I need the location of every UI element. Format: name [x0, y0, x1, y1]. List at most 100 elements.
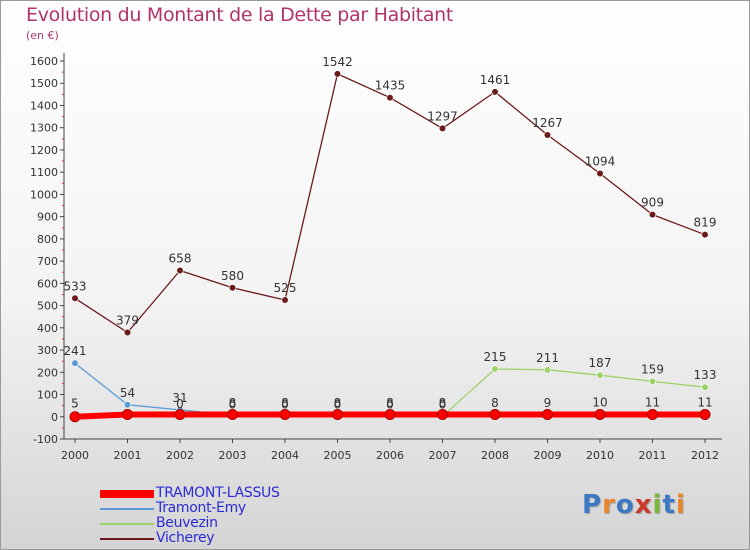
- data-point: [71, 294, 79, 302]
- proxiti-logo: Proxiti: [582, 490, 686, 520]
- data-point: [281, 296, 289, 304]
- x-tick-label: 2002: [166, 449, 194, 462]
- x-tick-label: 2001: [114, 449, 142, 462]
- x-tick-label: 2005: [324, 449, 352, 462]
- data-label: 533: [64, 279, 87, 293]
- y-tick-label: 500: [37, 300, 58, 313]
- data-point: [543, 131, 552, 139]
- data-label: 8: [281, 396, 289, 410]
- x-tick-label: 2010: [586, 449, 614, 462]
- data-point: [332, 409, 343, 421]
- x-tick-label: 2004: [271, 449, 299, 462]
- data-point: [596, 169, 604, 178]
- logo-letter: P: [582, 490, 603, 520]
- data-point: [596, 371, 604, 379]
- logo-letter: i: [652, 490, 663, 520]
- data-point: [543, 366, 552, 374]
- data-point: [438, 124, 447, 132]
- data-point: [437, 409, 448, 421]
- legend-label: Vicherey: [156, 530, 215, 546]
- data-label: 241: [64, 344, 87, 358]
- data-point: [228, 284, 237, 292]
- y-tick-label: 200: [37, 366, 58, 379]
- y-tick-label: 600: [37, 277, 58, 290]
- data-label: 1461: [480, 73, 511, 87]
- y-tick-label: 1300: [30, 122, 58, 135]
- y-tick-label: 400: [37, 322, 58, 335]
- y-tick-label: 1600: [30, 55, 58, 68]
- data-point: [174, 409, 186, 421]
- data-label: 187: [589, 356, 612, 370]
- data-point: [176, 266, 184, 275]
- data-label: 580: [221, 269, 244, 283]
- logo-letter: x: [634, 490, 653, 520]
- legend-label: Tramont-Emy: [156, 500, 246, 516]
- data-label: 8: [439, 396, 447, 410]
- data-label: 0: [334, 397, 342, 411]
- legend-swatch: [100, 490, 154, 498]
- x-tick-label: 2000: [61, 449, 89, 462]
- data-point: [122, 409, 133, 421]
- data-label: 11: [645, 395, 660, 409]
- legend-label: Beuvezin: [156, 515, 218, 531]
- chart-title: Evolution du Montant de la Dette par Hab…: [26, 4, 454, 26]
- x-tick-label: 2012: [691, 449, 719, 462]
- x-tick-label: 2009: [534, 449, 562, 462]
- legend-swatch: [100, 523, 154, 525]
- data-point: [71, 359, 79, 367]
- y-tick-label: 1200: [30, 144, 58, 157]
- data-label: 1542: [322, 55, 353, 69]
- unit-label: (en €): [26, 29, 59, 42]
- logo-letter: i: [675, 490, 686, 520]
- data-point: [701, 383, 709, 391]
- data-label: 1267: [532, 116, 563, 130]
- data-label: 819: [694, 216, 717, 230]
- y-tick-label: 1100: [30, 166, 58, 179]
- data-point: [123, 328, 132, 337]
- data-point: [699, 409, 711, 421]
- data-point: [386, 94, 394, 102]
- logo-letter: r: [602, 490, 616, 520]
- legend-label: TRAMONT-LASSUS: [156, 485, 280, 501]
- data-point: [489, 409, 501, 421]
- x-tick-label: 2003: [219, 449, 247, 462]
- data-point: [384, 409, 396, 421]
- data-label: 1094: [585, 155, 616, 169]
- y-tick-label: 1000: [30, 188, 58, 201]
- logo-letter: o: [615, 490, 635, 520]
- data-label: 8: [491, 396, 499, 410]
- data-point: [333, 70, 342, 78]
- data-point: [227, 409, 238, 421]
- data-label: 31: [172, 391, 187, 405]
- data-label: 159: [641, 362, 664, 376]
- data-label: 909: [641, 196, 664, 210]
- x-tick-label: 2006: [376, 449, 404, 462]
- y-tick-label: 800: [37, 233, 58, 246]
- data-label: 525: [274, 281, 297, 295]
- data-label: 0: [439, 397, 447, 411]
- data-label: 379: [116, 313, 139, 327]
- data-label: 211: [536, 351, 559, 365]
- y-tick-label: 900: [37, 211, 58, 224]
- data-label: 8: [229, 396, 237, 410]
- y-tick-label: 100: [37, 389, 58, 402]
- data-label: 215: [484, 350, 507, 364]
- data-point: [701, 231, 709, 239]
- data-label: 0: [176, 397, 184, 411]
- y-tick-label: -100: [33, 433, 58, 446]
- legend-swatch: [100, 508, 154, 510]
- data-label: 0: [281, 397, 289, 411]
- data-label: 8: [386, 396, 394, 410]
- data-point: [648, 211, 657, 219]
- legend-swatch: [100, 538, 154, 540]
- data-label: 5: [71, 397, 79, 411]
- data-point: [491, 88, 499, 96]
- logo-letter: t: [662, 490, 676, 520]
- data-point: [491, 365, 499, 373]
- data-point: [123, 401, 132, 409]
- data-label: 133: [694, 368, 717, 382]
- data-point: [594, 409, 606, 421]
- y-tick-label: 1400: [30, 99, 58, 112]
- data-point: [69, 411, 81, 423]
